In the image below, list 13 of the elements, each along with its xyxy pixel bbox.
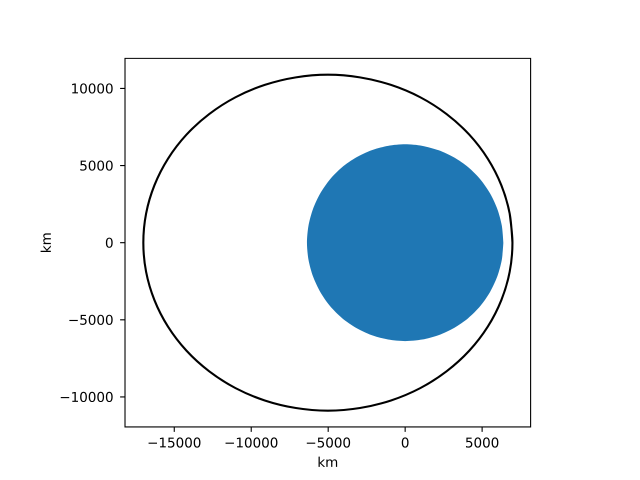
y-tick-label: 10000 bbox=[72, 83, 113, 94]
y-tick-label: −5000 bbox=[69, 314, 113, 325]
line-series bbox=[142, 74, 514, 412]
y-tick-label: −10000 bbox=[60, 392, 113, 402]
x-axis-title: km bbox=[318, 456, 338, 467]
x-tick-label: −5000 bbox=[306, 437, 350, 448]
y-tick-label: 0 bbox=[106, 238, 113, 248]
x-tick-label: 0 bbox=[402, 437, 409, 448]
x-tick-label: −15000 bbox=[148, 437, 200, 448]
y-axis-title: km bbox=[40, 233, 51, 252]
y-tick-label: 5000 bbox=[80, 160, 113, 171]
x-tick-label: 5000 bbox=[466, 437, 498, 448]
x-tick-label: −10000 bbox=[226, 437, 278, 448]
